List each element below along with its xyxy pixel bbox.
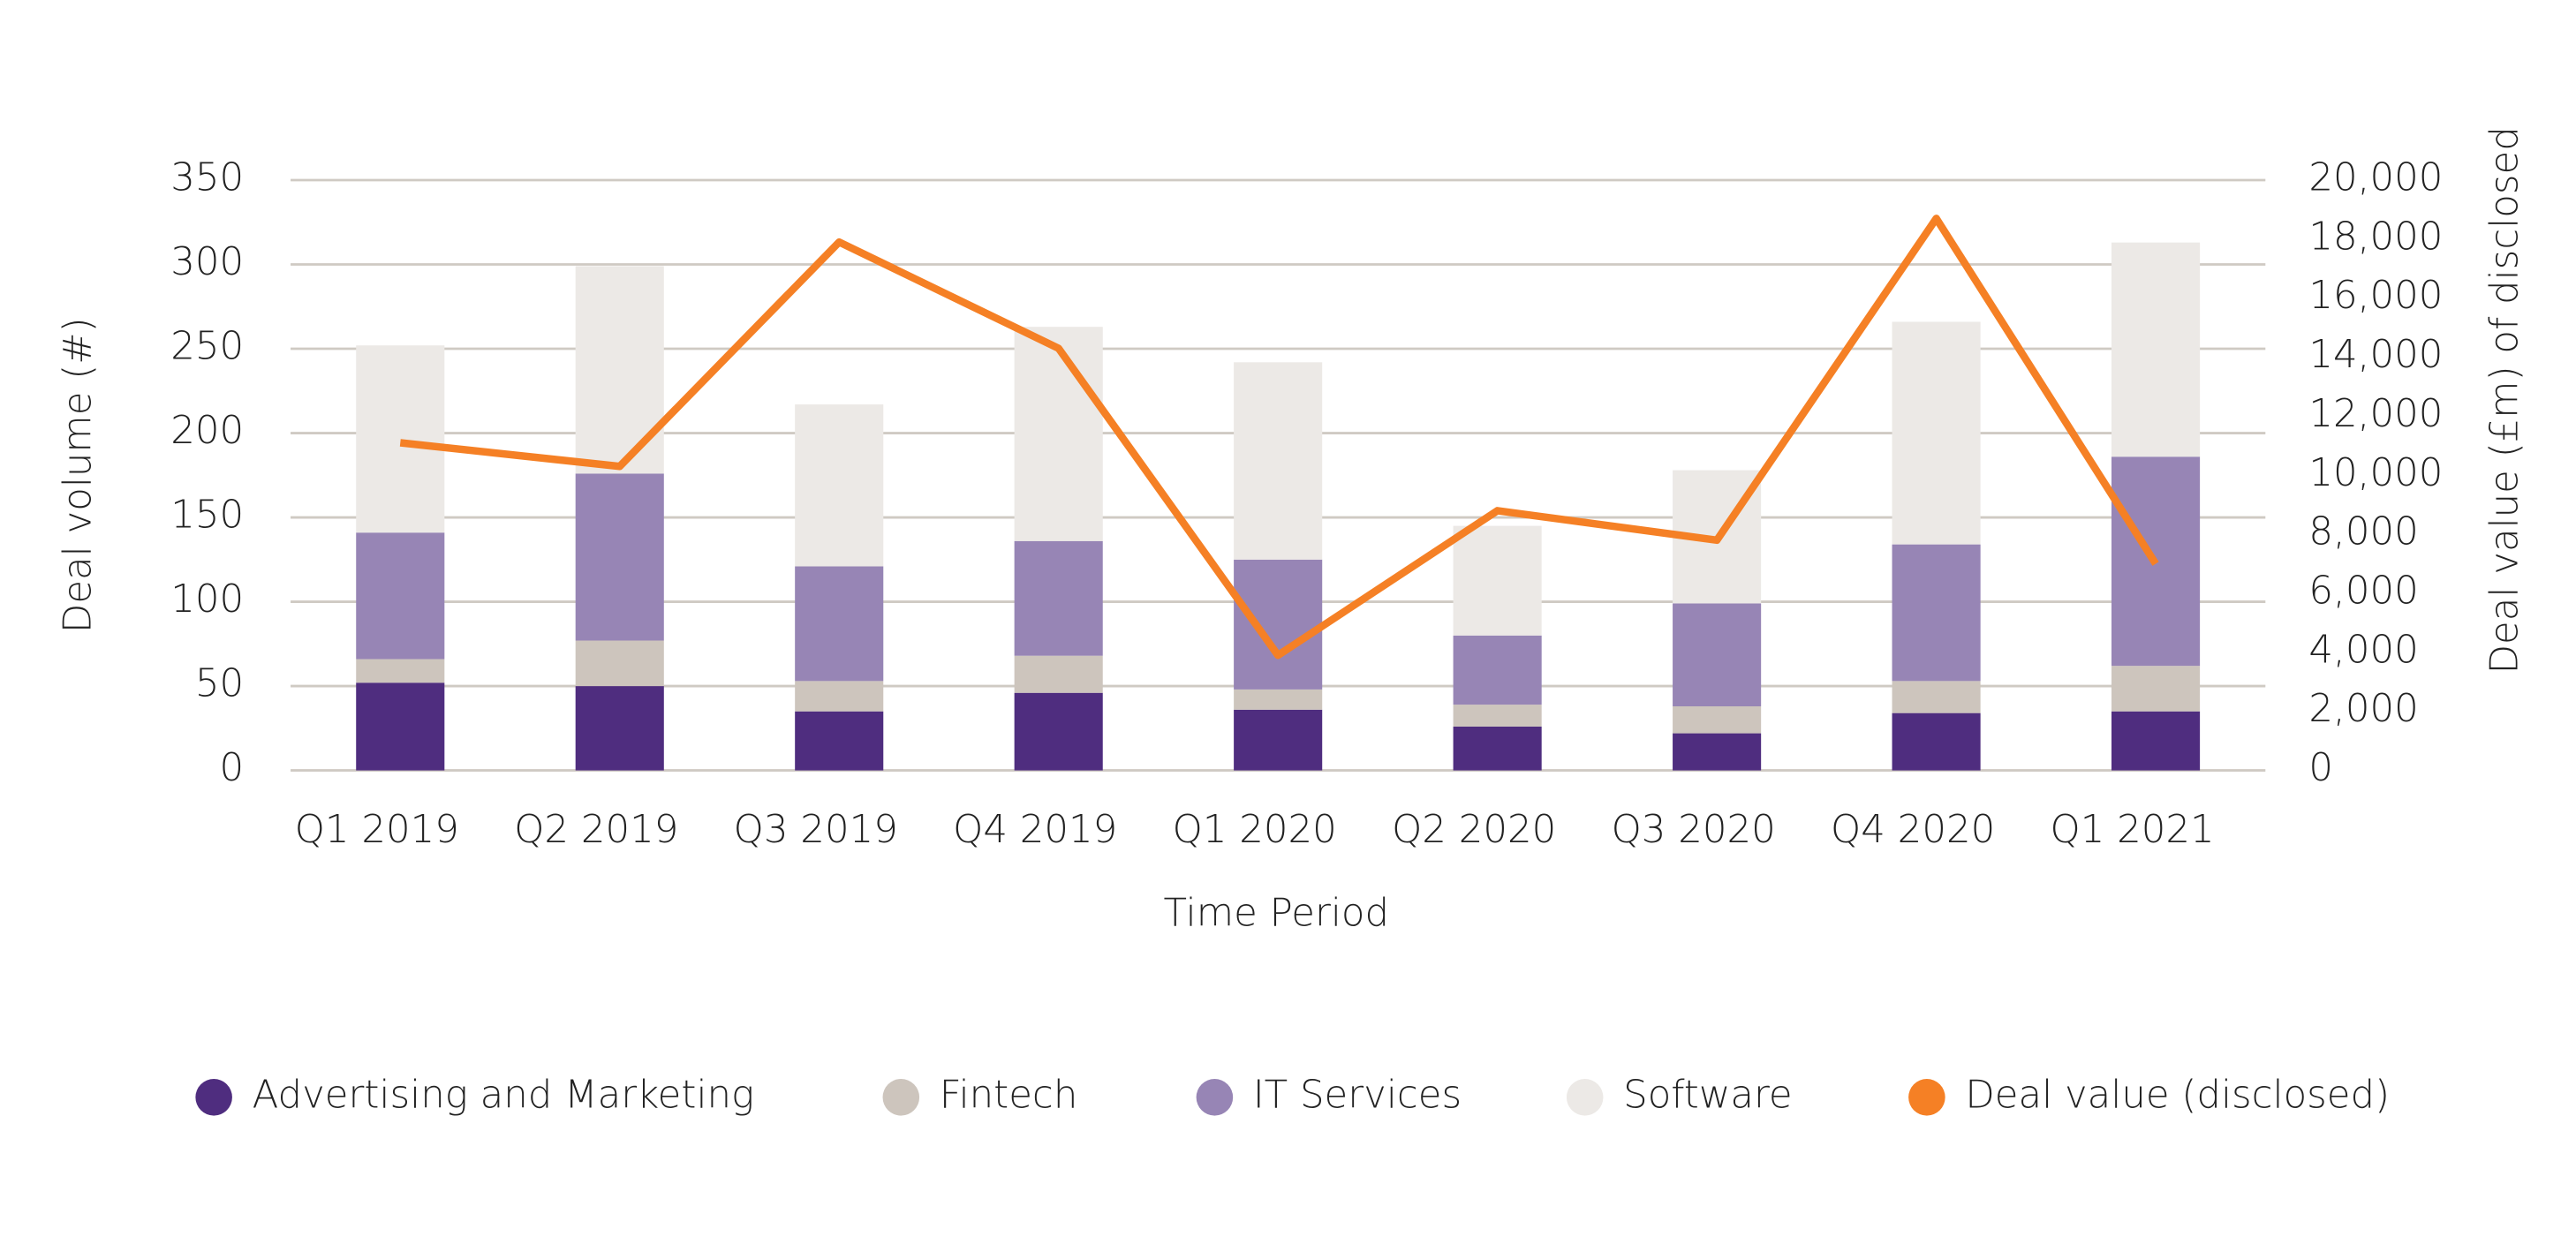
bar-segment [356,345,445,533]
line-series [399,215,2159,660]
bar-segment [1892,712,1981,771]
bar-segment [1014,692,1103,771]
x-tick-label: Q2 2020 [1392,808,1556,852]
legend-label: Fintech [940,1073,1078,1117]
bar-segment [575,640,664,687]
bar-segment [575,686,664,771]
bar-segment [1234,362,1323,560]
bar-segment [1892,681,1981,713]
bar-segment [2111,242,2201,457]
y2-tick-label: 6,000 [2308,569,2418,614]
y2-axis-title: Deal value (£m) of disclosed [2483,126,2527,674]
bar-segment [1892,321,1981,545]
y-tick-label: 0 [220,746,245,790]
bar-segment [2111,666,2201,712]
bar-segment [1014,540,1103,656]
x-tick-label: Q1 2019 [295,808,459,852]
y2-tick-label: 2,000 [2308,687,2418,731]
y2-tick-label: 20,000 [2308,155,2443,200]
bar-segment [795,566,884,682]
y-tick-label: 250 [170,325,244,369]
x-tick-label: Q3 2019 [734,808,898,852]
bar-segment [1453,726,1542,771]
y-tick-label: 300 [170,240,244,284]
y2-tick-label: 12,000 [2308,392,2443,436]
bar-segment [356,532,445,660]
y2-tick-label: 10,000 [2308,451,2443,495]
bar-segment [1673,603,1762,707]
x-tick-label: Q3 2020 [1612,808,1776,852]
legend-swatch [195,1079,232,1116]
bar-segment [1014,327,1103,541]
bar-segment [1453,525,1542,636]
bar-segment [795,404,884,567]
legend-label: Deal value (disclosed) [1965,1073,2390,1117]
bar-segment [1453,705,1542,727]
bar-segment [575,473,664,641]
y2-tick-label: 0 [2308,746,2333,790]
bar-segment [2111,711,2201,771]
x-tick-label: Q4 2020 [1831,808,1995,852]
legend-label: IT Services [1253,1073,1462,1117]
y-tick-label: 100 [170,577,244,622]
y-tick-label: 350 [170,155,244,200]
y2-tick-label: 4,000 [2308,628,2418,672]
legend-label: Software [1623,1073,1792,1117]
y-tick-label: 150 [170,494,244,538]
bar-segment [1234,709,1323,771]
x-tick-label: Q1 2021 [2051,808,2215,852]
bar-segment [795,711,884,771]
bar-segment [1892,544,1981,682]
bar-segment [1014,655,1103,693]
legend-swatch [882,1079,920,1116]
bar-segment [575,266,664,474]
bar-segment [1234,559,1323,690]
x-tick-label: Q1 2020 [1173,808,1337,852]
y2-tick-label: 16,000 [2308,274,2443,318]
x-tick-label: Q2 2019 [514,808,678,852]
bar-segment [795,681,884,712]
x-axis-title: Time Period [1163,891,1389,935]
legend-swatch [1566,1079,1604,1116]
x-tick-label: Q4 2019 [953,808,1117,852]
legend-swatch [1908,1079,1945,1116]
y2-tick-label: 14,000 [2308,333,2443,377]
bar-segment [356,682,445,771]
bar-segment [356,659,445,683]
y-axis-title: Deal volume (#) [57,317,101,633]
legend-label: Advertising and Marketing [253,1073,755,1117]
y-tick-label: 50 [195,662,244,706]
bar-segment [1673,733,1762,771]
y2-tick-label: 8,000 [2308,510,2418,554]
bar-segment [1234,689,1323,710]
legend-swatch [1196,1079,1234,1116]
bar-segment [1453,635,1542,705]
bar-segment [1673,706,1762,734]
y-tick-label: 200 [170,409,244,453]
y2-tick-label: 18,000 [2308,215,2443,259]
